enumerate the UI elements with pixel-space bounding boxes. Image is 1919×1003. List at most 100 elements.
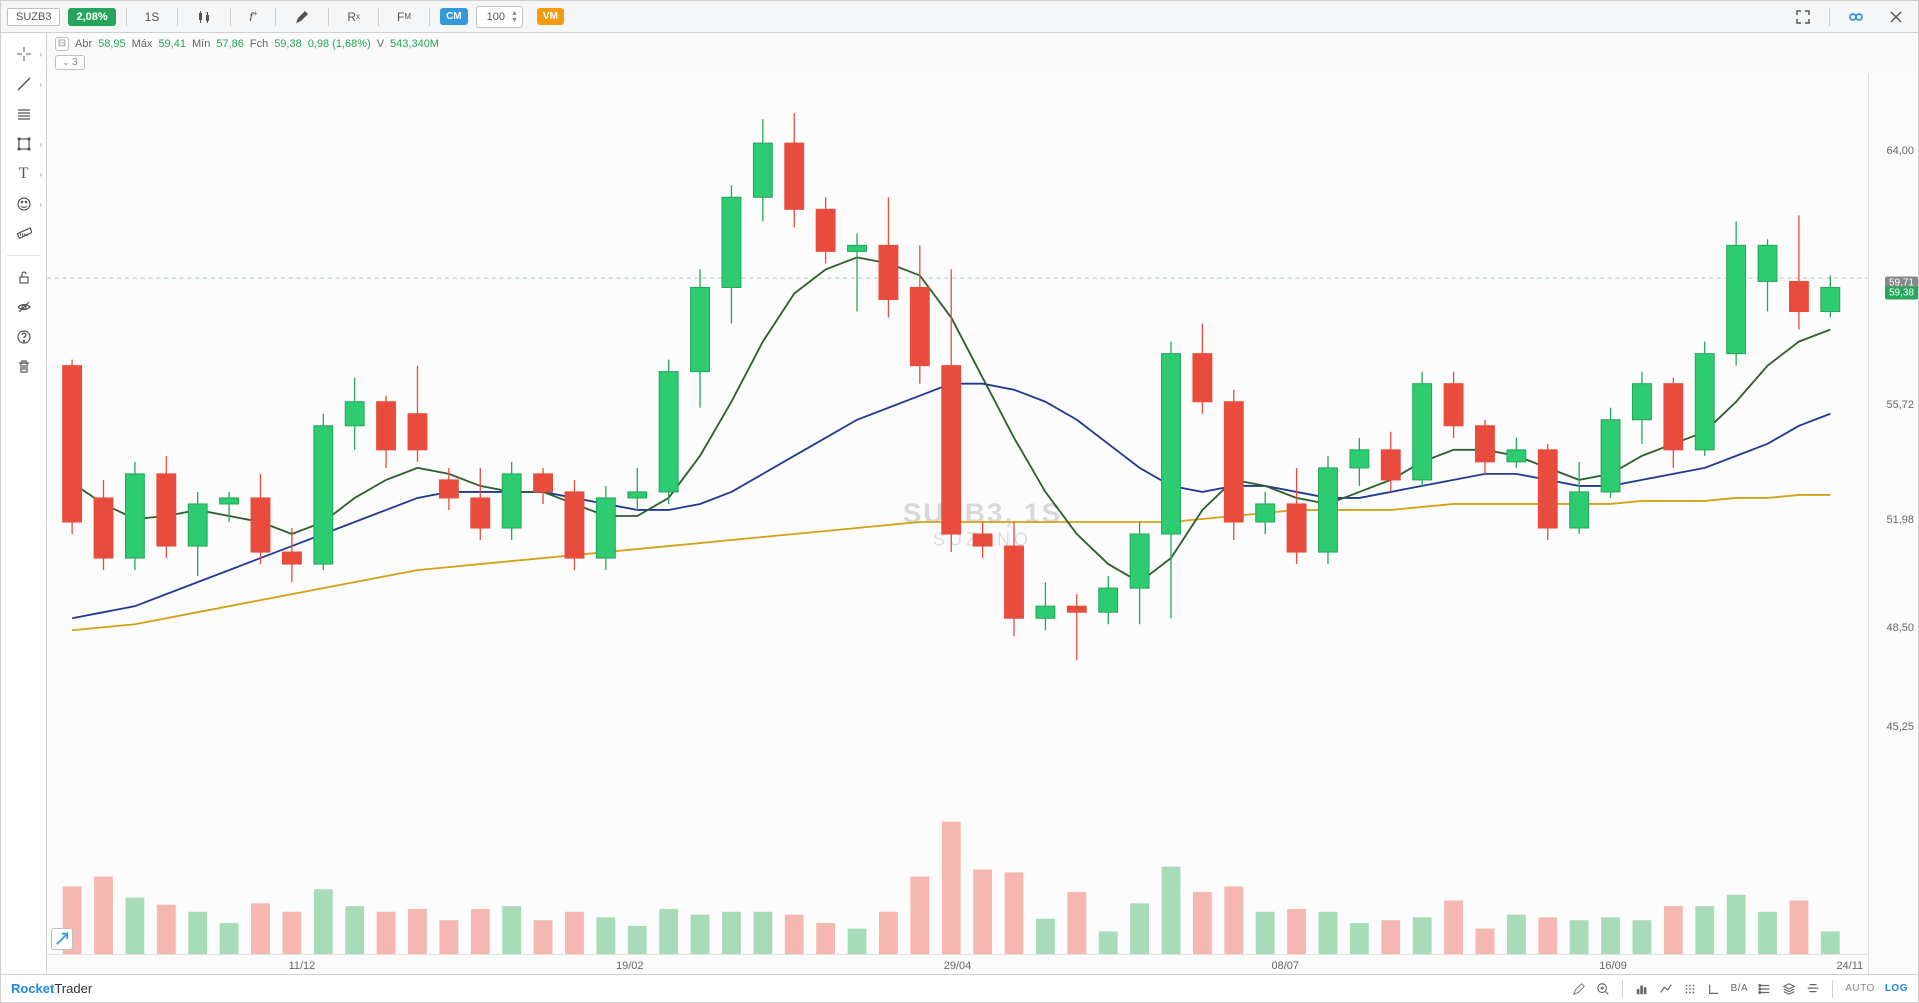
smiley-icon	[16, 196, 32, 212]
axis-icon	[1707, 982, 1721, 996]
help-tool[interactable]	[1, 322, 46, 352]
layers-icon	[1782, 982, 1796, 996]
auto-scale-button[interactable]: AUTO	[1845, 983, 1875, 994]
x-tick: 16/09	[1599, 960, 1627, 972]
r-label: R	[347, 10, 356, 24]
unlock-icon	[16, 269, 32, 285]
crosshair-tool[interactable]: ›	[1, 39, 46, 69]
ohlc-vol-value: 543,340M	[390, 38, 439, 50]
ohlc-max-value: 59,41	[158, 38, 186, 50]
align-button[interactable]	[1806, 982, 1820, 996]
separator	[7, 255, 40, 256]
goto-realtime-button[interactable]	[51, 928, 73, 950]
axis-button[interactable]	[1707, 982, 1721, 996]
y-tick: 45,25	[1886, 721, 1914, 733]
zoom-button[interactable]	[1596, 982, 1610, 996]
trendline-tool[interactable]: ›	[1, 69, 46, 99]
pencil-button[interactable]	[286, 6, 318, 28]
candle-style-button[interactable]	[188, 6, 220, 28]
symbol-box[interactable]: SUZB3	[7, 8, 60, 26]
arrow-icon	[55, 932, 69, 946]
cm-badge[interactable]: CM	[440, 8, 468, 25]
zoom-spinner[interactable]: ▲ ▼	[511, 10, 518, 24]
ohlc-fch-value: 59,38	[274, 38, 302, 50]
lock-tool[interactable]	[1, 262, 46, 292]
bidask-button[interactable]: B/A	[1731, 983, 1749, 994]
indicators-button[interactable]: f+	[241, 6, 265, 28]
chart-svg	[47, 74, 1868, 954]
square-icon	[16, 136, 32, 152]
zoom-icon	[1596, 982, 1610, 996]
chart-area[interactable]: SUZB3, 1S SUZANO 64,0059,7159,3855,7251,…	[47, 74, 1918, 974]
vm-badge[interactable]: VM	[537, 8, 564, 25]
x-tick: 08/07	[1272, 960, 1300, 972]
horizontal-lines-tool[interactable]	[1, 99, 46, 129]
text-tool[interactable]: T ›	[1, 159, 46, 189]
separator	[230, 8, 231, 26]
chevron-right-icon: ›	[39, 50, 42, 59]
shape-tool[interactable]: ›	[1, 129, 46, 159]
layers-button[interactable]	[1782, 982, 1796, 996]
x-tick: 29/04	[944, 960, 972, 972]
chevron-right-icon: ›	[39, 170, 42, 179]
candlestick-icon	[196, 9, 212, 25]
ohlc-collapse[interactable]: ⊟	[55, 37, 69, 51]
fx-icon: f+	[249, 9, 257, 24]
replay-button[interactable]: Rx	[339, 6, 368, 28]
list-button[interactable]	[1758, 982, 1772, 996]
grid-button[interactable]	[1683, 982, 1697, 996]
chart-wrap: ⊟ Abr 58,95 Máx 59,41 Mín 57,86 Fch 59,3…	[47, 33, 1918, 974]
line-chart-button[interactable]	[1659, 982, 1673, 996]
separator	[1829, 8, 1830, 26]
pencil-icon	[294, 9, 310, 25]
y-tick: 51,98	[1886, 514, 1914, 526]
logo-trader: Trader	[54, 981, 92, 996]
x-axis[interactable]: 11/1219/0229/0408/0716/0924/11	[47, 954, 1868, 974]
indicator-count-badge[interactable]: ⌄ 3	[55, 55, 85, 70]
delete-tool[interactable]	[1, 352, 46, 382]
edit-button[interactable]	[1572, 982, 1586, 996]
ohlc-max-label: Máx	[132, 38, 153, 50]
close-button[interactable]	[1880, 6, 1912, 28]
link-icon	[1848, 9, 1864, 25]
zoom-box[interactable]: 100 ▲ ▼	[476, 6, 523, 28]
ohlc-abr-value: 58,95	[98, 38, 126, 50]
log-scale-button[interactable]: LOG	[1885, 983, 1908, 994]
f-label: F	[397, 10, 404, 24]
emoji-tool[interactable]: ›	[1, 189, 46, 219]
ohlc-change: 0,98 (1,68%)	[308, 38, 371, 50]
bar-chart-button[interactable]	[1635, 982, 1649, 996]
chevron-up-icon[interactable]: ▲	[511, 10, 518, 17]
bars-icon	[1635, 982, 1649, 996]
frame-button[interactable]: FM	[389, 6, 419, 28]
chevron-down-icon[interactable]: ▼	[511, 17, 518, 24]
fullscreen-button[interactable]	[1787, 6, 1819, 28]
list-icon	[1758, 982, 1772, 996]
hide-tool[interactable]	[1, 292, 46, 322]
ohlc-abr-label: Abr	[75, 38, 92, 50]
chevron-right-icon: ›	[39, 140, 42, 149]
toolbar-left: SUZB3 2,08% 1S f+ Rx FM	[7, 6, 564, 28]
ohlc-strip: ⊟ Abr 58,95 Máx 59,41 Mín 57,86 Fch 59,3…	[47, 33, 1918, 55]
x-tick: 11/12	[289, 960, 316, 972]
timeframe-button[interactable]: 1S	[137, 6, 168, 28]
trash-icon	[16, 359, 32, 375]
bottom-bar: RocketTrader B/A AUTO LOG	[1, 974, 1918, 1002]
separator	[177, 8, 178, 26]
pencil-icon	[1572, 982, 1586, 996]
chevron-right-icon: ›	[39, 200, 42, 209]
y-axis[interactable]: 64,0059,7159,3855,7251,9848,5045,25	[1868, 74, 1918, 974]
x-tick: 24/11	[1836, 960, 1863, 972]
link-button[interactable]	[1840, 6, 1872, 28]
ohlc-fch-label: Fch	[250, 38, 268, 50]
left-tool-rail: › › › T › ›	[1, 33, 47, 974]
separator	[275, 8, 276, 26]
plot-area[interactable]	[47, 74, 1868, 954]
separator	[1622, 980, 1623, 998]
y-tick: 48,50	[1886, 622, 1914, 634]
separator	[328, 8, 329, 26]
top-toolbar: SUZB3 2,08% 1S f+ Rx FM	[1, 1, 1918, 33]
separator	[126, 8, 127, 26]
dots-icon	[1683, 982, 1697, 996]
ruler-tool[interactable]	[1, 219, 46, 249]
